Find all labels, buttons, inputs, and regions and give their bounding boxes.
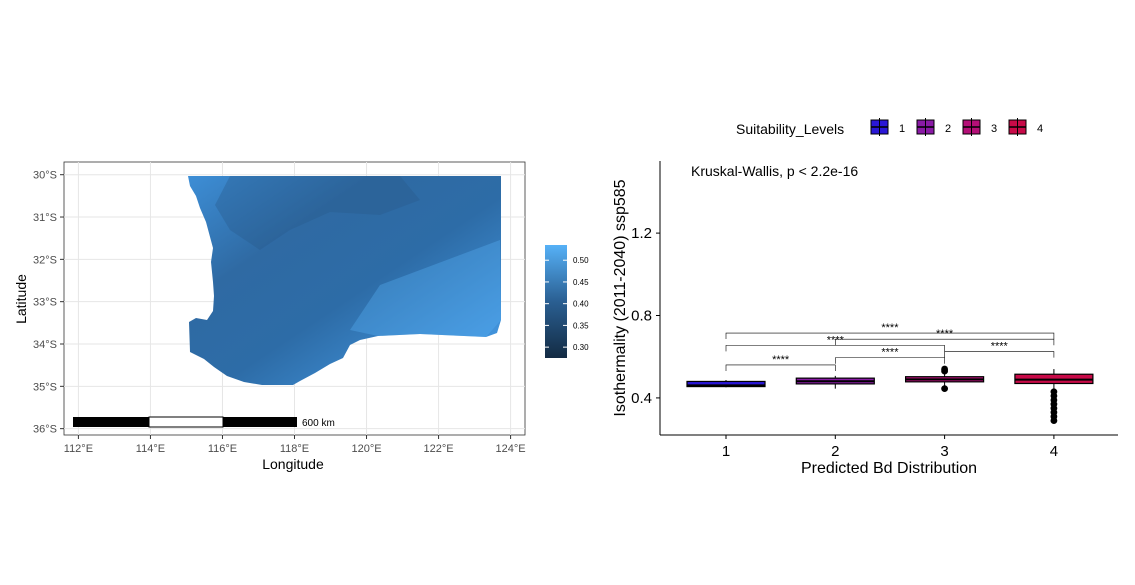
colorbar-tick-label: 0.50 [573, 256, 589, 265]
map-x-axis-title: Longitude [262, 456, 324, 472]
legend-label: 1 [899, 123, 905, 135]
comparison-label: **** [772, 354, 790, 366]
scale-bar-label: 600 km [302, 418, 335, 429]
box-y-tick-label: 0.8 [631, 308, 652, 325]
map-y-tick-label: 32°S [33, 254, 57, 266]
map-x-tick-label: 116°E [208, 443, 237, 455]
map-x-tick-label: 124°E [496, 443, 526, 455]
box-x-tick-label: 2 [831, 443, 839, 460]
comparison-bracket [944, 351, 1055, 358]
colorbar-ticks: 0.30 0.35 0.40 0.45 0.50 [545, 256, 589, 352]
map-y-tick-label: 35°S [33, 381, 57, 393]
scale-bar-segment-2 [148, 416, 224, 428]
map-x-tick-label: 120°E [351, 443, 381, 455]
box-x-axis: 1 2 3 4 [722, 435, 1058, 460]
map-y-tick-label: 36°S [33, 424, 57, 436]
map-x-tick-label: 112°E [64, 443, 93, 455]
comparison-label: **** [827, 334, 845, 346]
box-y-axis-title: Isothermality (2011-2040) ssp585 [612, 179, 629, 416]
scale-bar: 600 km [73, 416, 335, 429]
map-panel: 112°E 114°E 116°E 118°E 120°E 122°E 124°E 30°S… [13, 161, 589, 472]
map-x-axis: 112°E 114°E 116°E 118°E 120°E 122°E 124°E [64, 435, 526, 455]
comparison-label: **** [881, 322, 899, 334]
scale-bar-segment-1 [73, 417, 149, 427]
comparison-bracket [835, 357, 945, 364]
colorbar-ramp [545, 245, 567, 358]
boxplot-legend: Suitability_Levels 1 2 3 4 [736, 118, 1043, 137]
box-level-1 [686, 380, 766, 388]
box-x-tick-label: 3 [940, 443, 948, 460]
map-y-tick-label: 30°S [33, 170, 57, 182]
scale-bar-segment-3 [223, 417, 297, 427]
comparison-label: **** [881, 347, 899, 359]
box-outlier [941, 367, 948, 375]
box-y-tick-label: 0.4 [631, 390, 652, 407]
map-x-tick-label: 122°E [424, 443, 454, 455]
land-raster [188, 176, 501, 385]
comparison-bracket [725, 364, 836, 371]
legend-keys: 1 2 3 4 [870, 118, 1043, 136]
legend-title: Suitability_Levels [736, 121, 844, 137]
map-colorbar: 0.30 0.35 0.40 0.45 0.50 [545, 245, 589, 358]
comparison-label: **** [991, 341, 1009, 353]
legend-label: 2 [945, 123, 951, 135]
box-x-tick-label: 4 [1050, 443, 1058, 460]
legend-label: 4 [1037, 123, 1043, 135]
map-x-tick-label: 118°E [280, 443, 309, 455]
comparison-brackets: **** **** **** **** **** **** [725, 322, 1055, 371]
box-outlier [1050, 417, 1058, 424]
map-y-tick-label: 33°S [33, 297, 57, 309]
colorbar-tick-label: 0.45 [573, 278, 589, 287]
box-y-axis: 0.4 0.8 1.2 [631, 225, 660, 407]
legend-label: 3 [991, 123, 997, 135]
boxes [686, 365, 1094, 424]
box-x-axis-title: Predicted Bd Distribution [801, 460, 977, 477]
comparison-bracket [835, 338, 1055, 346]
land-highlight [350, 240, 501, 337]
comparison-bracket [725, 332, 1055, 340]
map-y-tick-label: 31°S [33, 212, 57, 224]
colorbar-tick-label: 0.30 [573, 343, 589, 352]
kruskal-wallis-annotation: Kruskal-Wallis, p < 2.2e-16 [691, 163, 858, 179]
map-y-axis-title: Latitude [13, 274, 29, 324]
comparison-label: **** [936, 328, 954, 340]
map-y-axis: 30°S 31°S 32°S 33°S 34°S 35°S 36°S [33, 170, 64, 436]
box-y-tick-label: 1.2 [631, 225, 652, 242]
boxplot-panel: Suitability_Levels 1 2 3 4 0.4 0.8 1.2 1 2 3 4 *… [612, 118, 1118, 477]
map-y-tick-label: 34°S [33, 339, 57, 351]
box-x-tick-label: 1 [722, 443, 730, 460]
box-outlier [941, 385, 948, 393]
land-texture [215, 176, 420, 250]
colorbar-tick-label: 0.40 [573, 300, 589, 309]
map-x-tick-label: 114°E [136, 443, 165, 455]
comparison-bracket [725, 345, 945, 352]
colorbar-tick-label: 0.35 [573, 321, 589, 330]
